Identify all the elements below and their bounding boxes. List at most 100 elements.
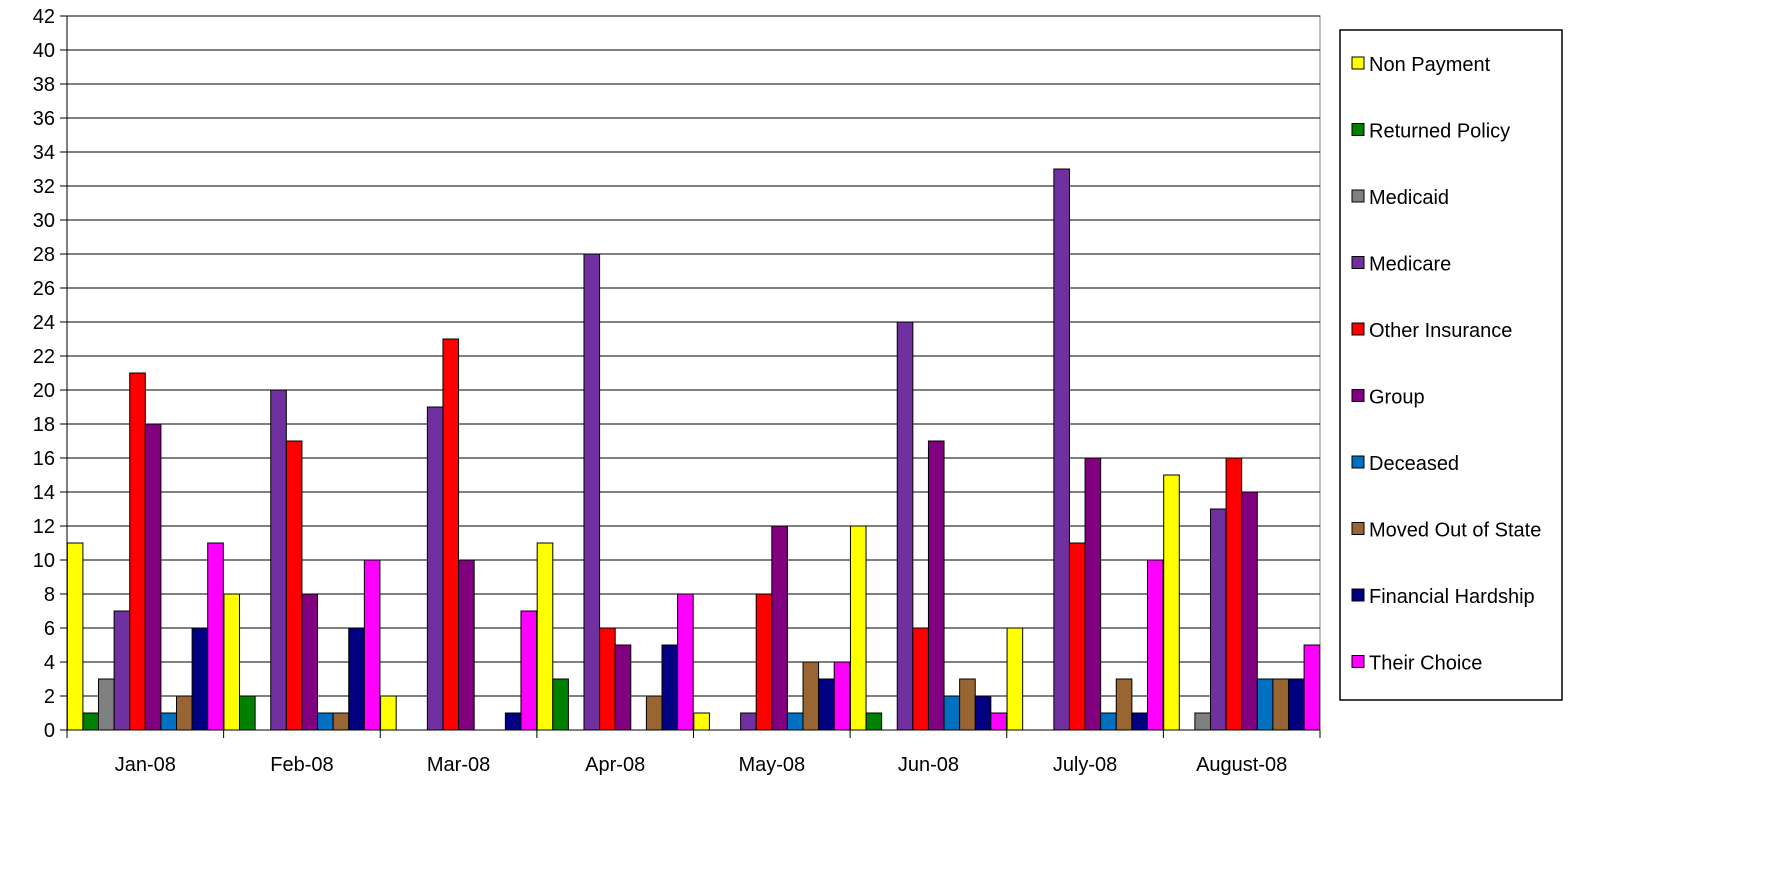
bar-their-choice bbox=[833, 661, 851, 731]
bar-group bbox=[614, 644, 632, 731]
legend-swatch bbox=[1351, 189, 1365, 203]
bar-medicare bbox=[583, 253, 601, 731]
bar-moved-out-of-state bbox=[802, 661, 820, 731]
y-tick-label: 10 bbox=[33, 550, 55, 572]
y-tick-label: 8 bbox=[44, 584, 55, 606]
legend-label: Medicare bbox=[1369, 254, 1451, 276]
bar-group bbox=[144, 423, 162, 731]
bar-financial-hardship bbox=[818, 678, 835, 731]
bar-deceased bbox=[786, 712, 804, 731]
bar-non-payment bbox=[66, 542, 84, 731]
bar-deceased bbox=[1256, 678, 1274, 731]
bar-medicaid bbox=[98, 678, 115, 731]
bar-financial-hardship bbox=[1287, 678, 1305, 731]
y-tick-label: 12 bbox=[33, 516, 55, 538]
axes: 024681012141618202224262830323436384042J… bbox=[33, 6, 1321, 776]
bar-other-insurance bbox=[1068, 542, 1086, 731]
bar-group bbox=[927, 440, 945, 731]
bar-returned-policy bbox=[82, 712, 100, 731]
bar-non-payment bbox=[223, 593, 241, 731]
legend-swatch bbox=[1351, 389, 1365, 402]
legend-swatch bbox=[1351, 655, 1365, 668]
bar-returned-policy bbox=[239, 695, 256, 731]
y-tick-label: 42 bbox=[33, 6, 55, 28]
bar-returned-policy bbox=[552, 678, 569, 731]
bar-other-insurance bbox=[285, 440, 303, 731]
bar-moved-out-of-state bbox=[332, 712, 350, 731]
x-tick-label: July-08 bbox=[1053, 754, 1117, 776]
bar-financial-hardship bbox=[504, 712, 522, 731]
x-tick-label: Apr-08 bbox=[585, 754, 645, 776]
legend-swatch bbox=[1351, 123, 1365, 136]
bar-their-choice bbox=[1146, 559, 1164, 731]
y-tick-label: 34 bbox=[33, 142, 55, 164]
legend-label: Non Payment bbox=[1369, 54, 1491, 76]
bar-medicaid bbox=[1194, 712, 1211, 731]
y-tick-label: 6 bbox=[44, 618, 55, 640]
bar-moved-out-of-state bbox=[645, 695, 663, 731]
bar-moved-out-of-state bbox=[1115, 678, 1133, 731]
legend-label: Financial Hardship bbox=[1369, 586, 1535, 608]
bar-their-choice bbox=[520, 610, 538, 731]
bar-their-choice bbox=[677, 593, 694, 731]
y-tick-label: 36 bbox=[33, 108, 55, 130]
bar-non-payment bbox=[536, 542, 554, 731]
bar-financial-hardship bbox=[191, 627, 209, 731]
bar-non-payment bbox=[1006, 627, 1024, 731]
bar-moved-out-of-state bbox=[959, 678, 976, 731]
y-tick-label: 14 bbox=[33, 482, 55, 504]
bar-non-payment bbox=[1163, 474, 1180, 731]
legend-swatch bbox=[1351, 455, 1365, 469]
y-tick-label: 24 bbox=[33, 312, 55, 334]
x-tick-label: May-08 bbox=[738, 754, 805, 776]
bar-deceased bbox=[317, 712, 334, 731]
bar-other-insurance bbox=[442, 338, 460, 731]
bar-medicare bbox=[896, 321, 914, 731]
x-tick-label: Jan-08 bbox=[115, 754, 176, 776]
x-tick-label: Mar-08 bbox=[427, 754, 490, 776]
y-tick-label: 32 bbox=[33, 176, 55, 198]
legend-label: Moved Out of State bbox=[1369, 520, 1541, 542]
bar-medicare bbox=[113, 610, 131, 731]
bar-other-insurance bbox=[599, 627, 616, 731]
bar-other-insurance bbox=[1225, 457, 1243, 731]
bar-group bbox=[458, 559, 475, 731]
bar-medicare bbox=[1209, 508, 1227, 731]
bar-non-payment bbox=[849, 525, 867, 731]
bar-moved-out-of-state bbox=[1272, 678, 1289, 731]
legend-swatch bbox=[1351, 56, 1365, 70]
legend-swatch bbox=[1351, 322, 1365, 336]
y-tick-label: 18 bbox=[33, 414, 55, 436]
legend-box bbox=[1339, 29, 1563, 701]
bar-deceased bbox=[160, 712, 178, 731]
y-tick-label: 30 bbox=[33, 210, 55, 232]
bar-their-choice bbox=[363, 559, 381, 731]
bar-group bbox=[1084, 457, 1102, 731]
bar-financial-hardship bbox=[974, 695, 992, 731]
bar-medicare bbox=[740, 712, 757, 731]
bar-their-choice bbox=[207, 542, 224, 731]
bar-financial-hardship bbox=[1131, 712, 1148, 731]
bar-moved-out-of-state bbox=[176, 695, 193, 731]
bars bbox=[66, 168, 1321, 731]
bar-deceased bbox=[943, 695, 961, 731]
y-tick-label: 4 bbox=[44, 652, 55, 674]
bar-group bbox=[301, 593, 319, 731]
legend-label: Deceased bbox=[1369, 453, 1459, 475]
y-tick-label: 2 bbox=[44, 686, 55, 708]
bar-other-insurance bbox=[129, 372, 146, 731]
bar-group bbox=[1241, 491, 1258, 731]
bar-group bbox=[771, 525, 788, 731]
legend-swatch bbox=[1351, 256, 1365, 269]
legend-label: Other Insurance bbox=[1369, 320, 1512, 342]
legend-swatch bbox=[1351, 588, 1365, 602]
bar-returned-policy bbox=[865, 712, 883, 731]
y-tick-label: 16 bbox=[33, 448, 55, 470]
bar-financial-hardship bbox=[348, 627, 365, 731]
y-tick-label: 28 bbox=[33, 244, 55, 266]
y-tick-label: 26 bbox=[33, 278, 55, 300]
y-tick-label: 40 bbox=[33, 40, 55, 62]
y-tick-label: 0 bbox=[44, 720, 55, 742]
